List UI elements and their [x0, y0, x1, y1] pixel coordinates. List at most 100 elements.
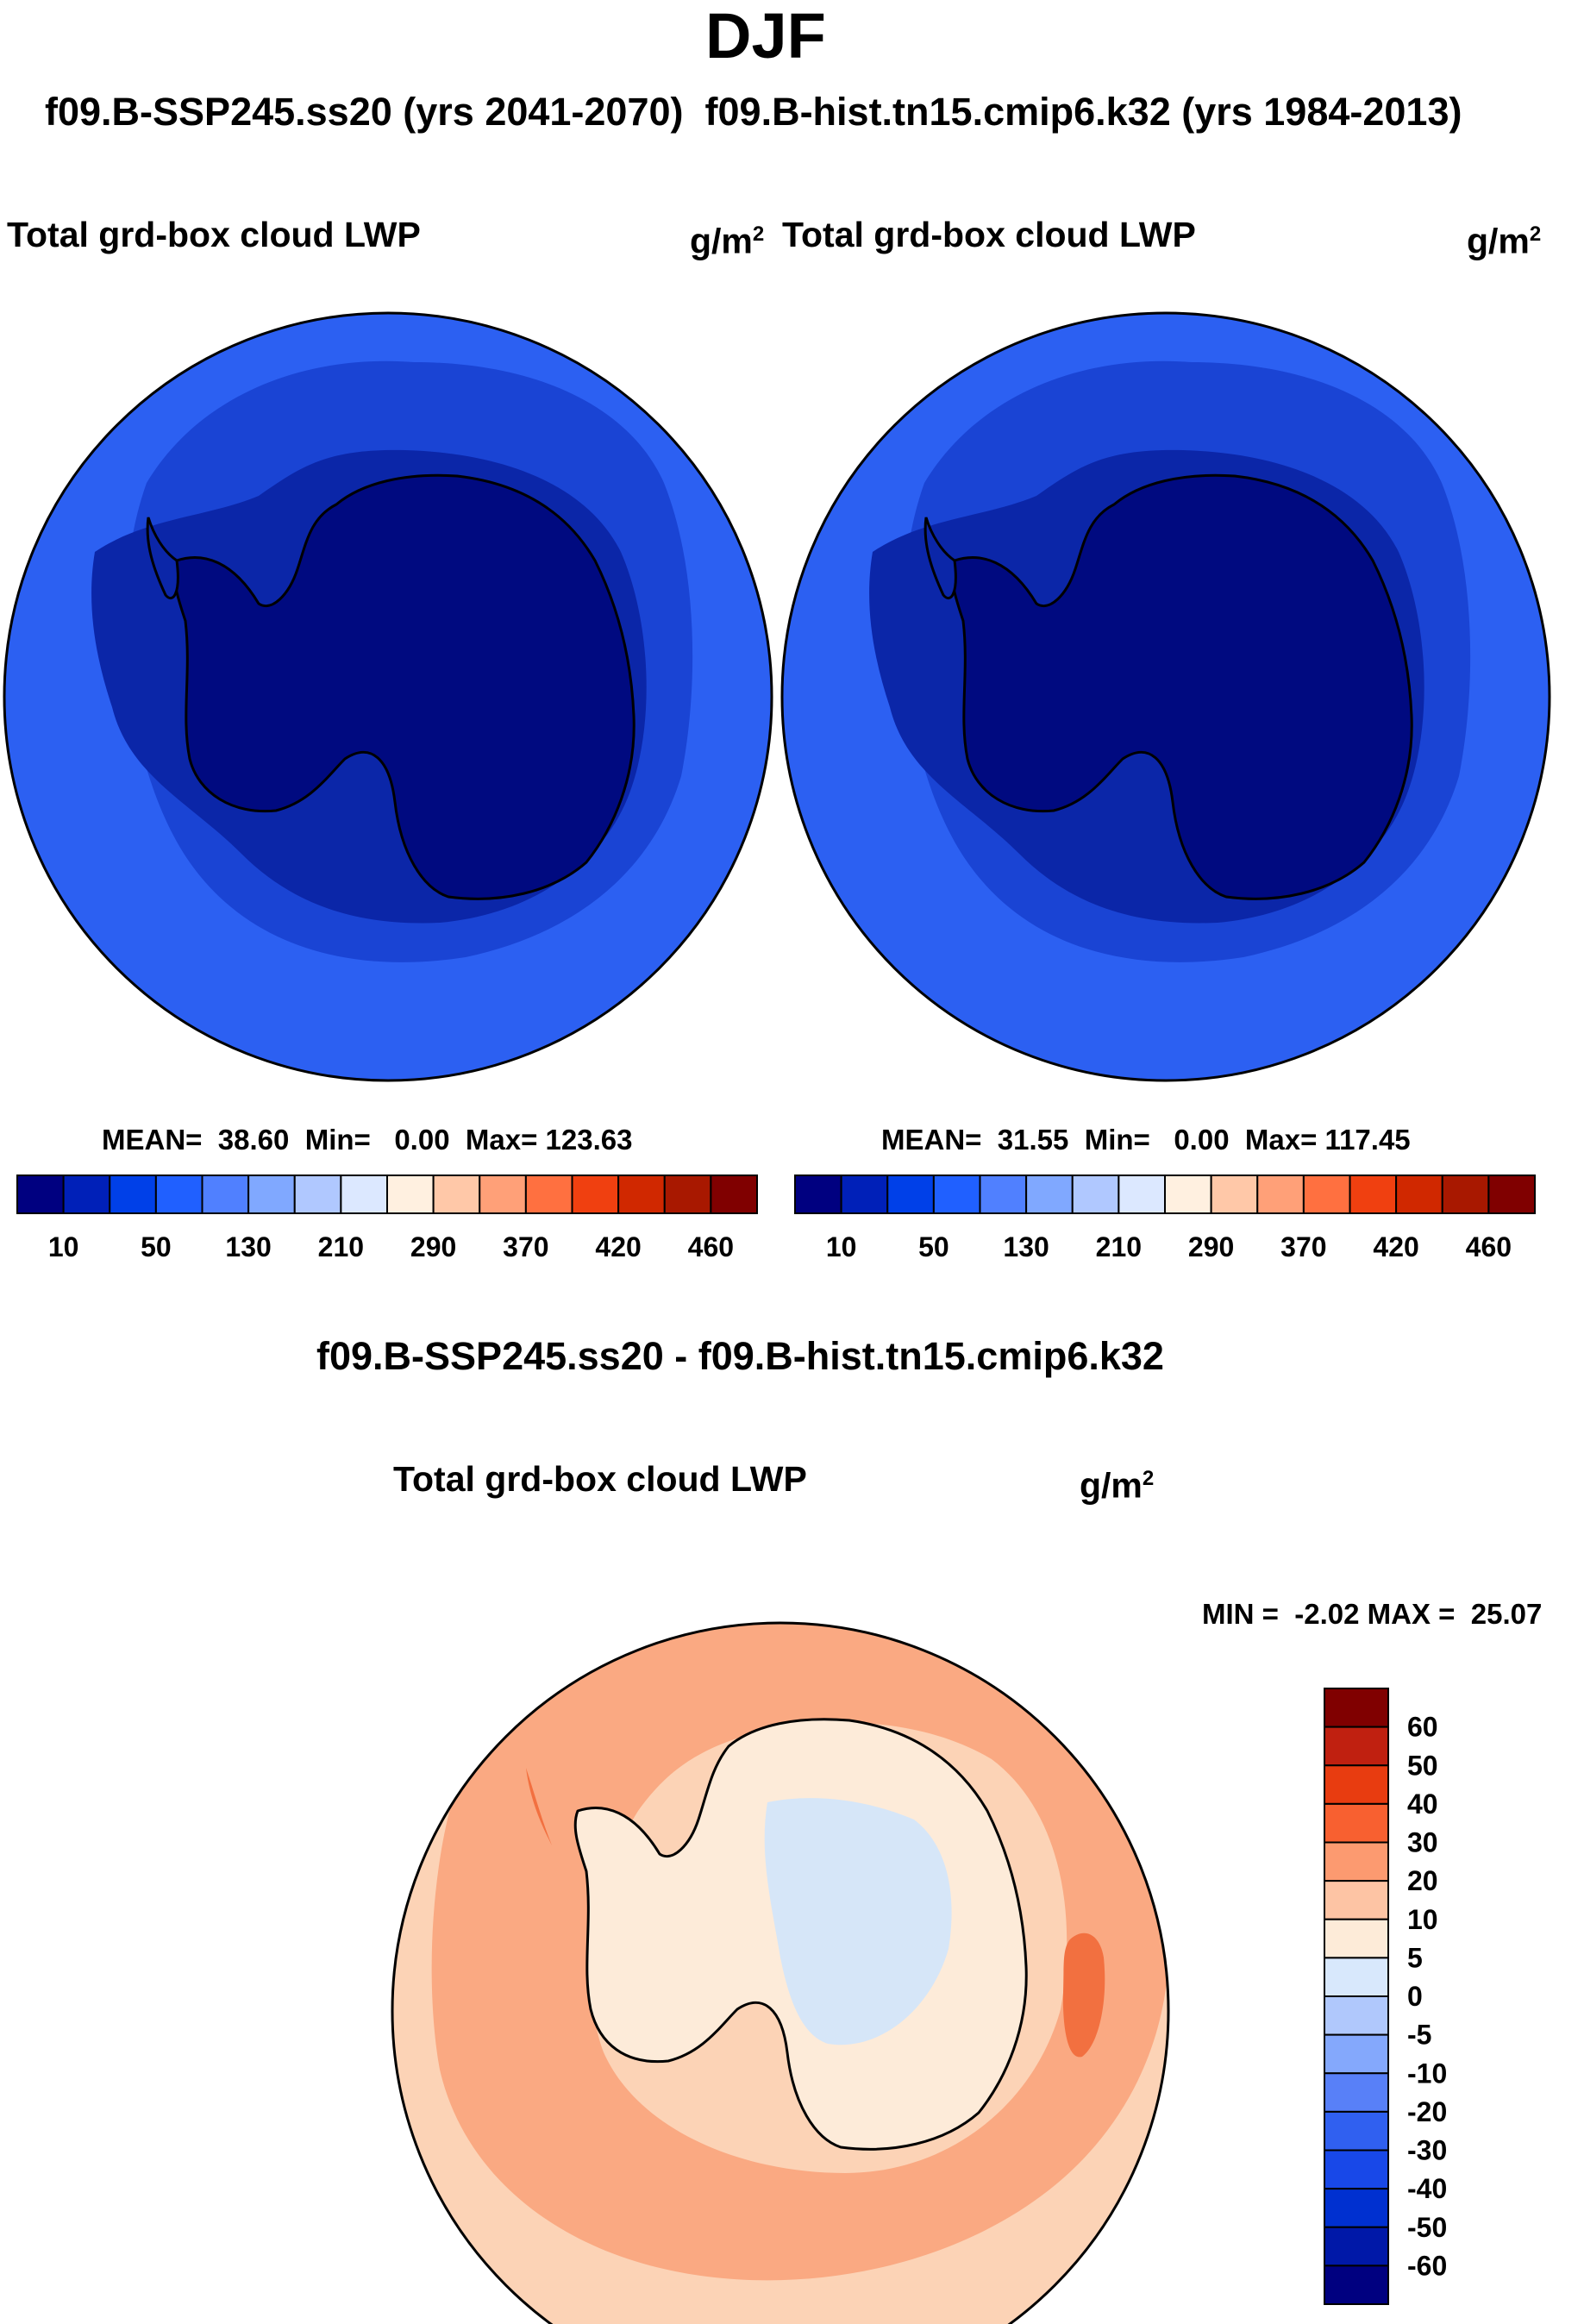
cbar2-swatch — [1487, 1175, 1536, 1214]
panel1-min-label: Min= — [304, 1124, 371, 1156]
cbar1-swatch — [340, 1175, 388, 1214]
map1-antarctica — [172, 473, 635, 900]
cbar1-tick-label: 50 — [141, 1231, 172, 1262]
cbar3-tick-label: -5 — [1407, 2020, 1431, 2051]
cbar3-tick-label: 20 — [1407, 1865, 1438, 1896]
cbar3-swatch — [1324, 2226, 1389, 2267]
map-difference — [392, 1623, 1168, 2324]
cbar3-swatch — [1324, 2264, 1389, 2305]
control-case-label: f09.B-hist.tn15.cmip6.k32 (yrs 1984-2013… — [704, 90, 1462, 134]
cbar1-swatch — [201, 1175, 250, 1214]
panel2-mean: 31.55 — [997, 1124, 1069, 1156]
diff-stats: MIN = -2.02 MAX = 25.07 — [1202, 1598, 1543, 1630]
cbar3-swatch — [1324, 2110, 1389, 2152]
cbar2-tick-label: 50 — [918, 1231, 949, 1262]
cbar3-swatch — [1324, 1764, 1389, 1805]
cbar1-tick-label: 420 — [595, 1231, 641, 1262]
panel1-units: g/m2 — [690, 213, 764, 263]
cbar2-swatch — [840, 1175, 889, 1214]
cbar3-swatch — [1324, 1957, 1389, 1997]
cbar1-swatch — [16, 1175, 65, 1214]
cbar3-tick-label: -20 — [1407, 2096, 1447, 2127]
cbar2-tick-label: 370 — [1280, 1231, 1326, 1262]
cbar3-tick-label: 5 — [1407, 1942, 1423, 1973]
cbar2-tick-label: 130 — [1003, 1231, 1049, 1262]
cbar3-tick-label: -50 — [1407, 2212, 1447, 2243]
cbar2-swatch — [1164, 1175, 1212, 1214]
cbar1-swatch — [62, 1175, 111, 1214]
panel2-max: 117.45 — [1324, 1124, 1411, 1156]
cbar2-swatch — [979, 1175, 1028, 1214]
colorbar-test-case: 10 50 130 210 290 370 420 460 — [16, 1175, 758, 1262]
cbar1-swatch — [432, 1175, 481, 1214]
cbar3-swatch — [1324, 1726, 1389, 1767]
cbar3-swatch — [1324, 1880, 1389, 1920]
diff-units-text: g/m — [1080, 1465, 1143, 1506]
cbar2-swatch — [932, 1175, 981, 1214]
cbar2-swatch — [1071, 1175, 1120, 1214]
panel1-max-label: Max= — [465, 1124, 538, 1156]
cbar3-swatch — [1324, 2188, 1389, 2228]
cbar3-tick-label: 0 — [1407, 1981, 1423, 2012]
cbar1-tick-label: 460 — [688, 1231, 734, 1262]
cbar1-swatch — [524, 1175, 573, 1214]
cbar3-swatch — [1324, 1688, 1389, 1728]
cbar2-swatch — [1302, 1175, 1351, 1214]
case-header: f09.B-SSP245.ss20 (yrs 2041-2070) f09.B-… — [45, 88, 1462, 136]
cbar3-tick-label: 50 — [1407, 1750, 1438, 1781]
cbar1-swatch — [154, 1175, 203, 1214]
cbar1-swatch — [386, 1175, 435, 1214]
map2-peninsula — [923, 517, 957, 600]
cbar3-swatch — [1324, 2033, 1389, 2075]
cbar2-swatch — [1118, 1175, 1166, 1214]
map3-negative-patch — [764, 1798, 952, 2045]
panel1-max: 123.63 — [545, 1124, 633, 1156]
cbar3-swatch — [1324, 2149, 1389, 2190]
cbar2-swatch — [1349, 1175, 1398, 1214]
cbar1-swatch — [293, 1175, 342, 1214]
diff-units: g/m2 — [1080, 1457, 1154, 1507]
cbar1-swatch — [247, 1175, 296, 1214]
map2-border — [780, 311, 1551, 1082]
panel2-max-label: Max= — [1244, 1124, 1318, 1156]
cbar3-tick-label: 30 — [1407, 1827, 1438, 1858]
cbar1-tick-label: 130 — [225, 1231, 271, 1262]
cbar3-tick-label: -10 — [1407, 2058, 1447, 2089]
cbar2-swatch — [1210, 1175, 1259, 1214]
cbar1-tick-label: 210 — [318, 1231, 364, 1262]
map1-border — [3, 311, 773, 1082]
cbar2-swatch — [1256, 1175, 1305, 1214]
panel1-units-exp: 2 — [752, 222, 765, 246]
diff-units-exp: 2 — [1142, 1467, 1155, 1490]
panel2-mean-label: MEAN= — [881, 1124, 982, 1156]
cbar3-tick-label: -30 — [1407, 2135, 1447, 2166]
cbar2-tick-label: 210 — [1096, 1231, 1142, 1262]
panel2-units-text: g/m — [1467, 221, 1530, 261]
cbar2-tick-label: 10 — [826, 1231, 857, 1262]
test-case-label: f09.B-SSP245.ss20 (yrs 2041-2070) — [45, 90, 684, 134]
cbar3-tick-label: -60 — [1407, 2250, 1447, 2281]
map3-outer-band — [431, 1623, 1168, 2281]
cbar3-swatch — [1324, 1995, 1389, 2036]
cbar3-swatch — [1324, 1802, 1389, 1844]
cbar2-tick-label: 290 — [1188, 1231, 1234, 1262]
panel1-min: 0.00 — [394, 1124, 450, 1156]
panel2-variable: Total grd-box cloud LWP — [782, 215, 1196, 254]
cbar1-tick-label: 10 — [48, 1231, 79, 1262]
cbar2-swatch — [1395, 1175, 1443, 1214]
panel1-mean-label: MEAN= — [102, 1124, 203, 1156]
panel2-units-exp: 2 — [1529, 222, 1542, 246]
map3-border — [391, 1621, 1170, 2324]
map2-antarctica — [950, 473, 1413, 900]
panel2-units: g/m2 — [1467, 213, 1541, 263]
map3-hot-patch — [1062, 1932, 1105, 2058]
panel1-units-text: g/m — [690, 221, 753, 261]
cbar1-swatch — [479, 1175, 527, 1214]
cbar1-swatch — [571, 1175, 620, 1214]
cbar3-tick-label: 60 — [1407, 1712, 1438, 1743]
cbar3-tick-label: -40 — [1407, 2173, 1447, 2204]
map1-peninsula — [146, 517, 179, 600]
cbar1-tick-label: 290 — [410, 1231, 456, 1262]
